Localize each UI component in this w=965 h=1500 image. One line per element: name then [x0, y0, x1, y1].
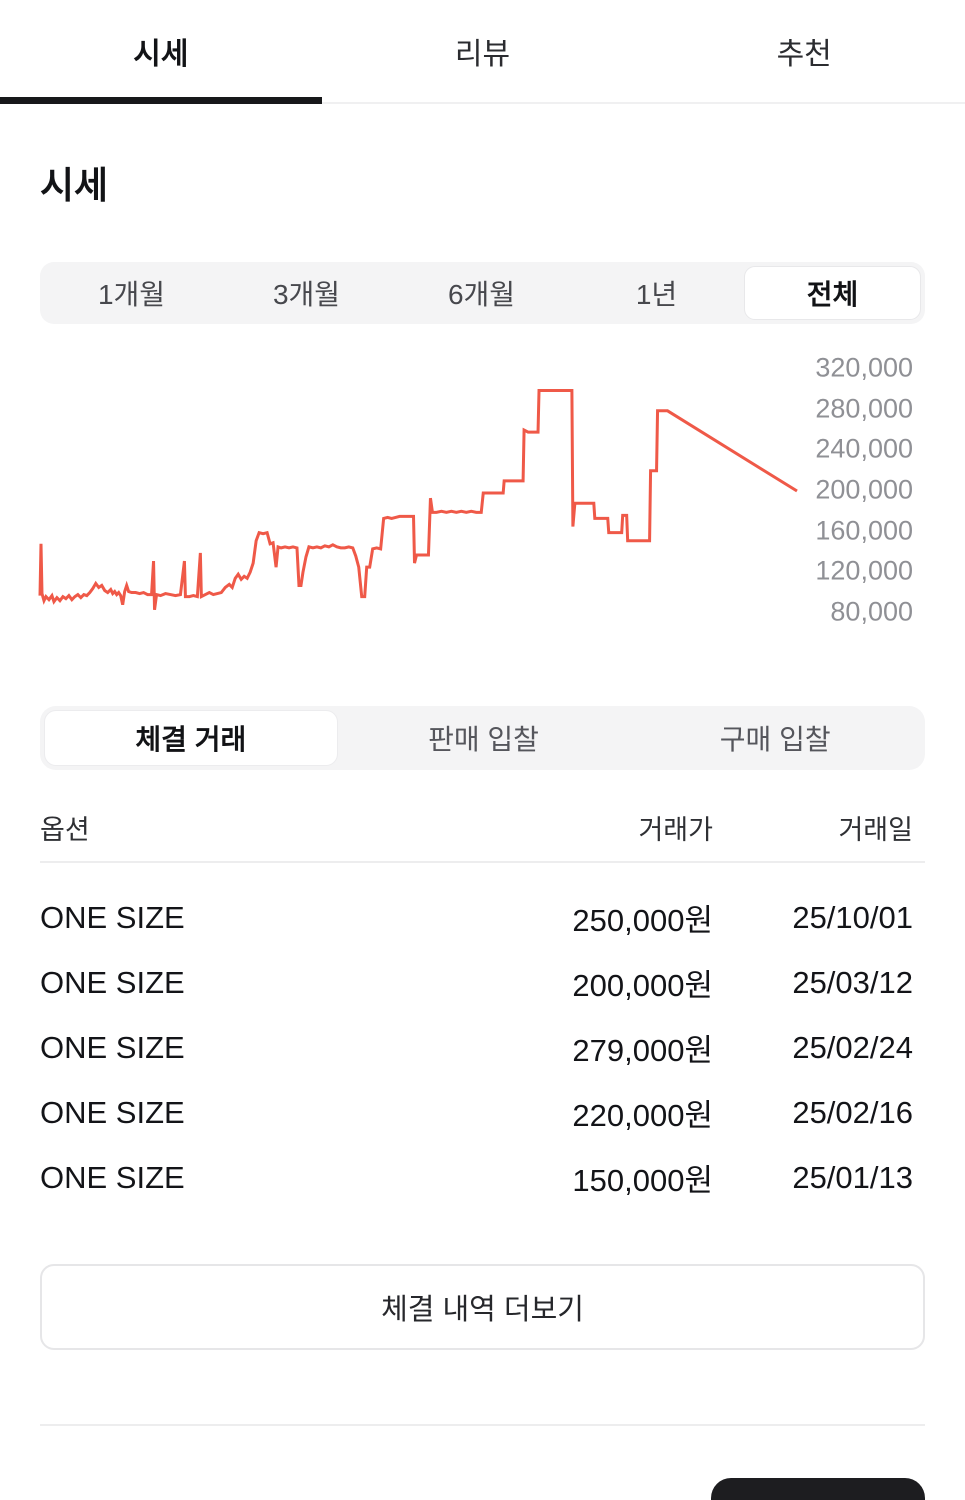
trade-price: 220,000원 — [572, 1098, 713, 1133]
trade-option: ONE SIZE — [40, 964, 185, 1000]
tab-sell-bids[interactable]: 판매 입찰 — [428, 724, 539, 755]
y-axis-tick-label: 120,000 — [815, 555, 913, 586]
trade-date: 25/10/01 — [792, 899, 913, 935]
trade-price: 250,000원 — [572, 903, 713, 938]
table-row: ONE SIZE 250,000원 25/10/01 — [40, 885, 925, 950]
header-date: 거래일 — [838, 815, 913, 845]
post-style-button[interactable]: 스타일 올리기 — [711, 1478, 925, 1500]
trade-option: ONE SIZE — [40, 899, 185, 935]
header-price: 거래가 — [638, 815, 713, 845]
trade-price: 200,000원 — [572, 968, 713, 1003]
tab-buy-bids[interactable]: 구매 입찰 — [719, 724, 831, 755]
price-history-chart: 320,000 280,000 240,000 200,000 160,000 120,0… — [40, 353, 925, 627]
y-axis-labels: 320,000 280,000 240,000 200,000 160,000 120,0… — [797, 353, 925, 627]
y-axis-tick-label: 160,000 — [815, 515, 913, 546]
tab-price[interactable]: 시세 — [133, 38, 189, 71]
trade-date: 25/03/12 — [792, 964, 913, 1000]
period-3month[interactable]: 3개월 — [272, 279, 341, 310]
trade-option: ONE SIZE — [40, 1159, 185, 1195]
period-6month[interactable]: 6개월 — [447, 279, 516, 310]
y-axis-tick-label: 280,000 — [815, 393, 913, 424]
main-content: 시세 1개월 3개월 6개월 1년 전체 320,000 280,000 240,0… — [0, 164, 965, 1500]
price-chart-svg — [40, 358, 797, 622]
active-tab-indicator — [0, 97, 322, 104]
y-axis-tick-label: 240,000 — [815, 433, 913, 464]
style-review-title: 스타일 리뷰45 — [40, 1494, 278, 1500]
tab-completed-trades[interactable]: 체결 거래 — [44, 710, 338, 766]
chart-plot-area — [40, 358, 797, 622]
chart-period-selector: 1개월 3개월 6개월 1년 전체 — [40, 262, 925, 324]
top-tab-bar: 시세 리뷰 추천 — [0, 0, 965, 104]
trade-price: 150,000원 — [572, 1163, 713, 1198]
trade-option: ONE SIZE — [40, 1094, 185, 1130]
price-line-series — [40, 390, 797, 609]
trade-date: 25/02/24 — [792, 1029, 913, 1065]
table-header-row: 옵션 거래가 거래일 — [40, 808, 925, 863]
trade-price: 279,000원 — [572, 1033, 713, 1068]
y-axis-tick-label: 80,000 — [830, 596, 913, 627]
trade-type-selector: 체결 거래 판매 입찰 구매 입찰 — [40, 706, 925, 770]
more-trades-button[interactable]: 체결 내역 더보기 — [40, 1264, 925, 1350]
section-divider — [40, 1424, 925, 1426]
style-review-section: 스타일 리뷰45 스타일 올리기 — [40, 1478, 925, 1500]
tab-review[interactable]: 리뷰 — [454, 38, 511, 71]
completed-trades-table: 옵션 거래가 거래일 ONE SIZE 250,000원 25/10/01 ON… — [40, 808, 925, 1210]
y-axis-tick-label: 320,000 — [815, 352, 913, 383]
table-row: ONE SIZE 279,000원 25/02/24 — [40, 1015, 925, 1080]
page-title: 시세 — [40, 165, 109, 206]
header-option: 옵션 — [40, 815, 90, 845]
table-row: ONE SIZE 200,000원 25/03/12 — [40, 950, 925, 1015]
table-row: ONE SIZE 150,000원 25/01/13 — [40, 1145, 925, 1210]
trade-date: 25/01/13 — [792, 1159, 913, 1195]
period-1month[interactable]: 1개월 — [97, 279, 166, 310]
tab-recommend[interactable]: 추천 — [776, 38, 832, 71]
trade-option: ONE SIZE — [40, 1029, 185, 1065]
table-row: ONE SIZE 220,000원 25/02/16 — [40, 1080, 925, 1145]
period-all[interactable]: 전체 — [744, 266, 921, 320]
trade-date: 25/02/16 — [792, 1094, 913, 1130]
table-body: ONE SIZE 250,000원 25/10/01 ONE SIZE 200,… — [40, 885, 925, 1210]
period-1year[interactable]: 1년 — [635, 279, 678, 310]
y-axis-tick-label: 200,000 — [815, 474, 913, 505]
